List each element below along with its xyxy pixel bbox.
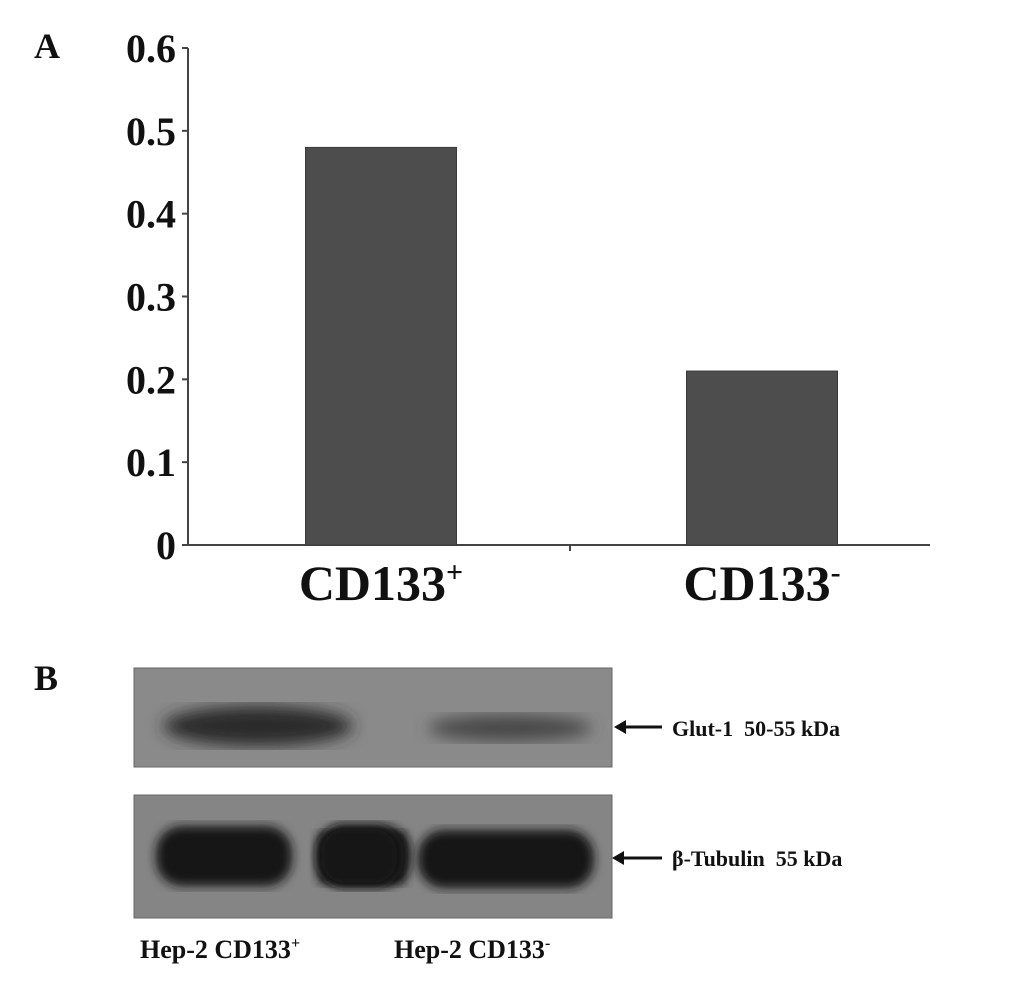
bar-chart: 0 0.1 0.2 0.3 0.4 0.5 0.6 CD133+ CD133- xyxy=(126,26,930,611)
band-label-glut1: Glut-1 50-55 kDa xyxy=(672,716,840,741)
y-tick-label: 0.4 xyxy=(126,192,176,237)
band-glut1-lane2 xyxy=(428,715,592,741)
western-blot: Glut-1 50-55 kDa β-Tubulin 55 kDa Hep-2 … xyxy=(133,667,842,964)
band-glut1-lane1 xyxy=(163,706,353,746)
x-tick-label: CD133+ xyxy=(299,555,463,611)
y-tick-label: 0.3 xyxy=(126,275,176,320)
arrow-icon xyxy=(614,720,662,734)
arrow-icon xyxy=(612,851,662,865)
bar-2 xyxy=(686,370,838,546)
band-tubulin-lane2 xyxy=(418,830,594,888)
y-tick-label: 0.1 xyxy=(126,440,176,485)
band-tubulin-lane1-fill xyxy=(318,826,400,886)
panel-b-label: B xyxy=(34,658,58,698)
panel-a-label: A xyxy=(34,26,60,66)
y-tick-label: 0.2 xyxy=(126,357,176,402)
y-tick-label: 0 xyxy=(156,523,176,568)
x-tick-label: CD133- xyxy=(683,555,840,611)
y-tick-label: 0.6 xyxy=(126,26,176,71)
band-tubulin-lane1 xyxy=(156,826,292,886)
lane-label-2: Hep-2 CD133- xyxy=(394,935,550,964)
band-label-tubulin: β-Tubulin 55 kDa xyxy=(672,846,842,871)
lane-label-1: Hep-2 CD133+ xyxy=(140,935,300,964)
y-tick-label: 0.5 xyxy=(126,109,176,154)
bar-1 xyxy=(305,146,457,546)
